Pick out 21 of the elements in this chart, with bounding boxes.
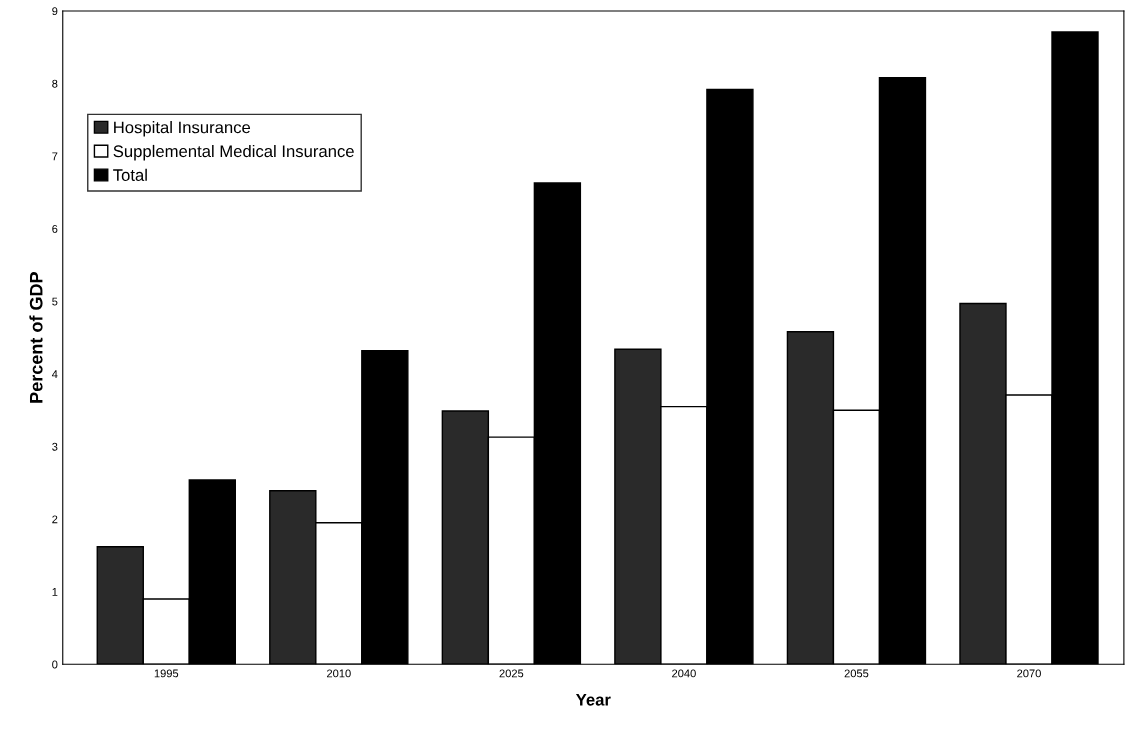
y-tick-label: 4 xyxy=(51,370,58,378)
y-tick-label: 0 xyxy=(52,660,58,669)
y-tick-label: 7 xyxy=(52,152,58,161)
y-tick-label: 8 xyxy=(52,79,58,88)
y-tick-label: 1 xyxy=(52,588,58,596)
y-tick-label: 3 xyxy=(52,442,58,451)
legend-label: Hospital Insurance xyxy=(114,121,251,137)
x-tick-label: 2055 xyxy=(844,669,869,678)
x-tick-label: 1995 xyxy=(154,669,179,678)
legend-label: Supplemental Medical Insurance xyxy=(113,144,354,161)
y-tick-label: 6 xyxy=(52,225,58,233)
y-tick-label: 5 xyxy=(52,297,58,306)
x-tick-label: 2010 xyxy=(327,669,351,678)
x-tick-label: 2025 xyxy=(499,669,524,678)
x-tick-label: 2040 xyxy=(672,669,696,678)
x-axis-title: Year xyxy=(575,694,611,706)
y-axis-title: Percent of GDP xyxy=(29,272,43,403)
x-tick-label: 2070 xyxy=(1017,669,1041,678)
legend-label: Total xyxy=(113,168,147,181)
y-tick-label: 9 xyxy=(52,7,58,16)
y-tick-label: 2 xyxy=(52,515,58,524)
